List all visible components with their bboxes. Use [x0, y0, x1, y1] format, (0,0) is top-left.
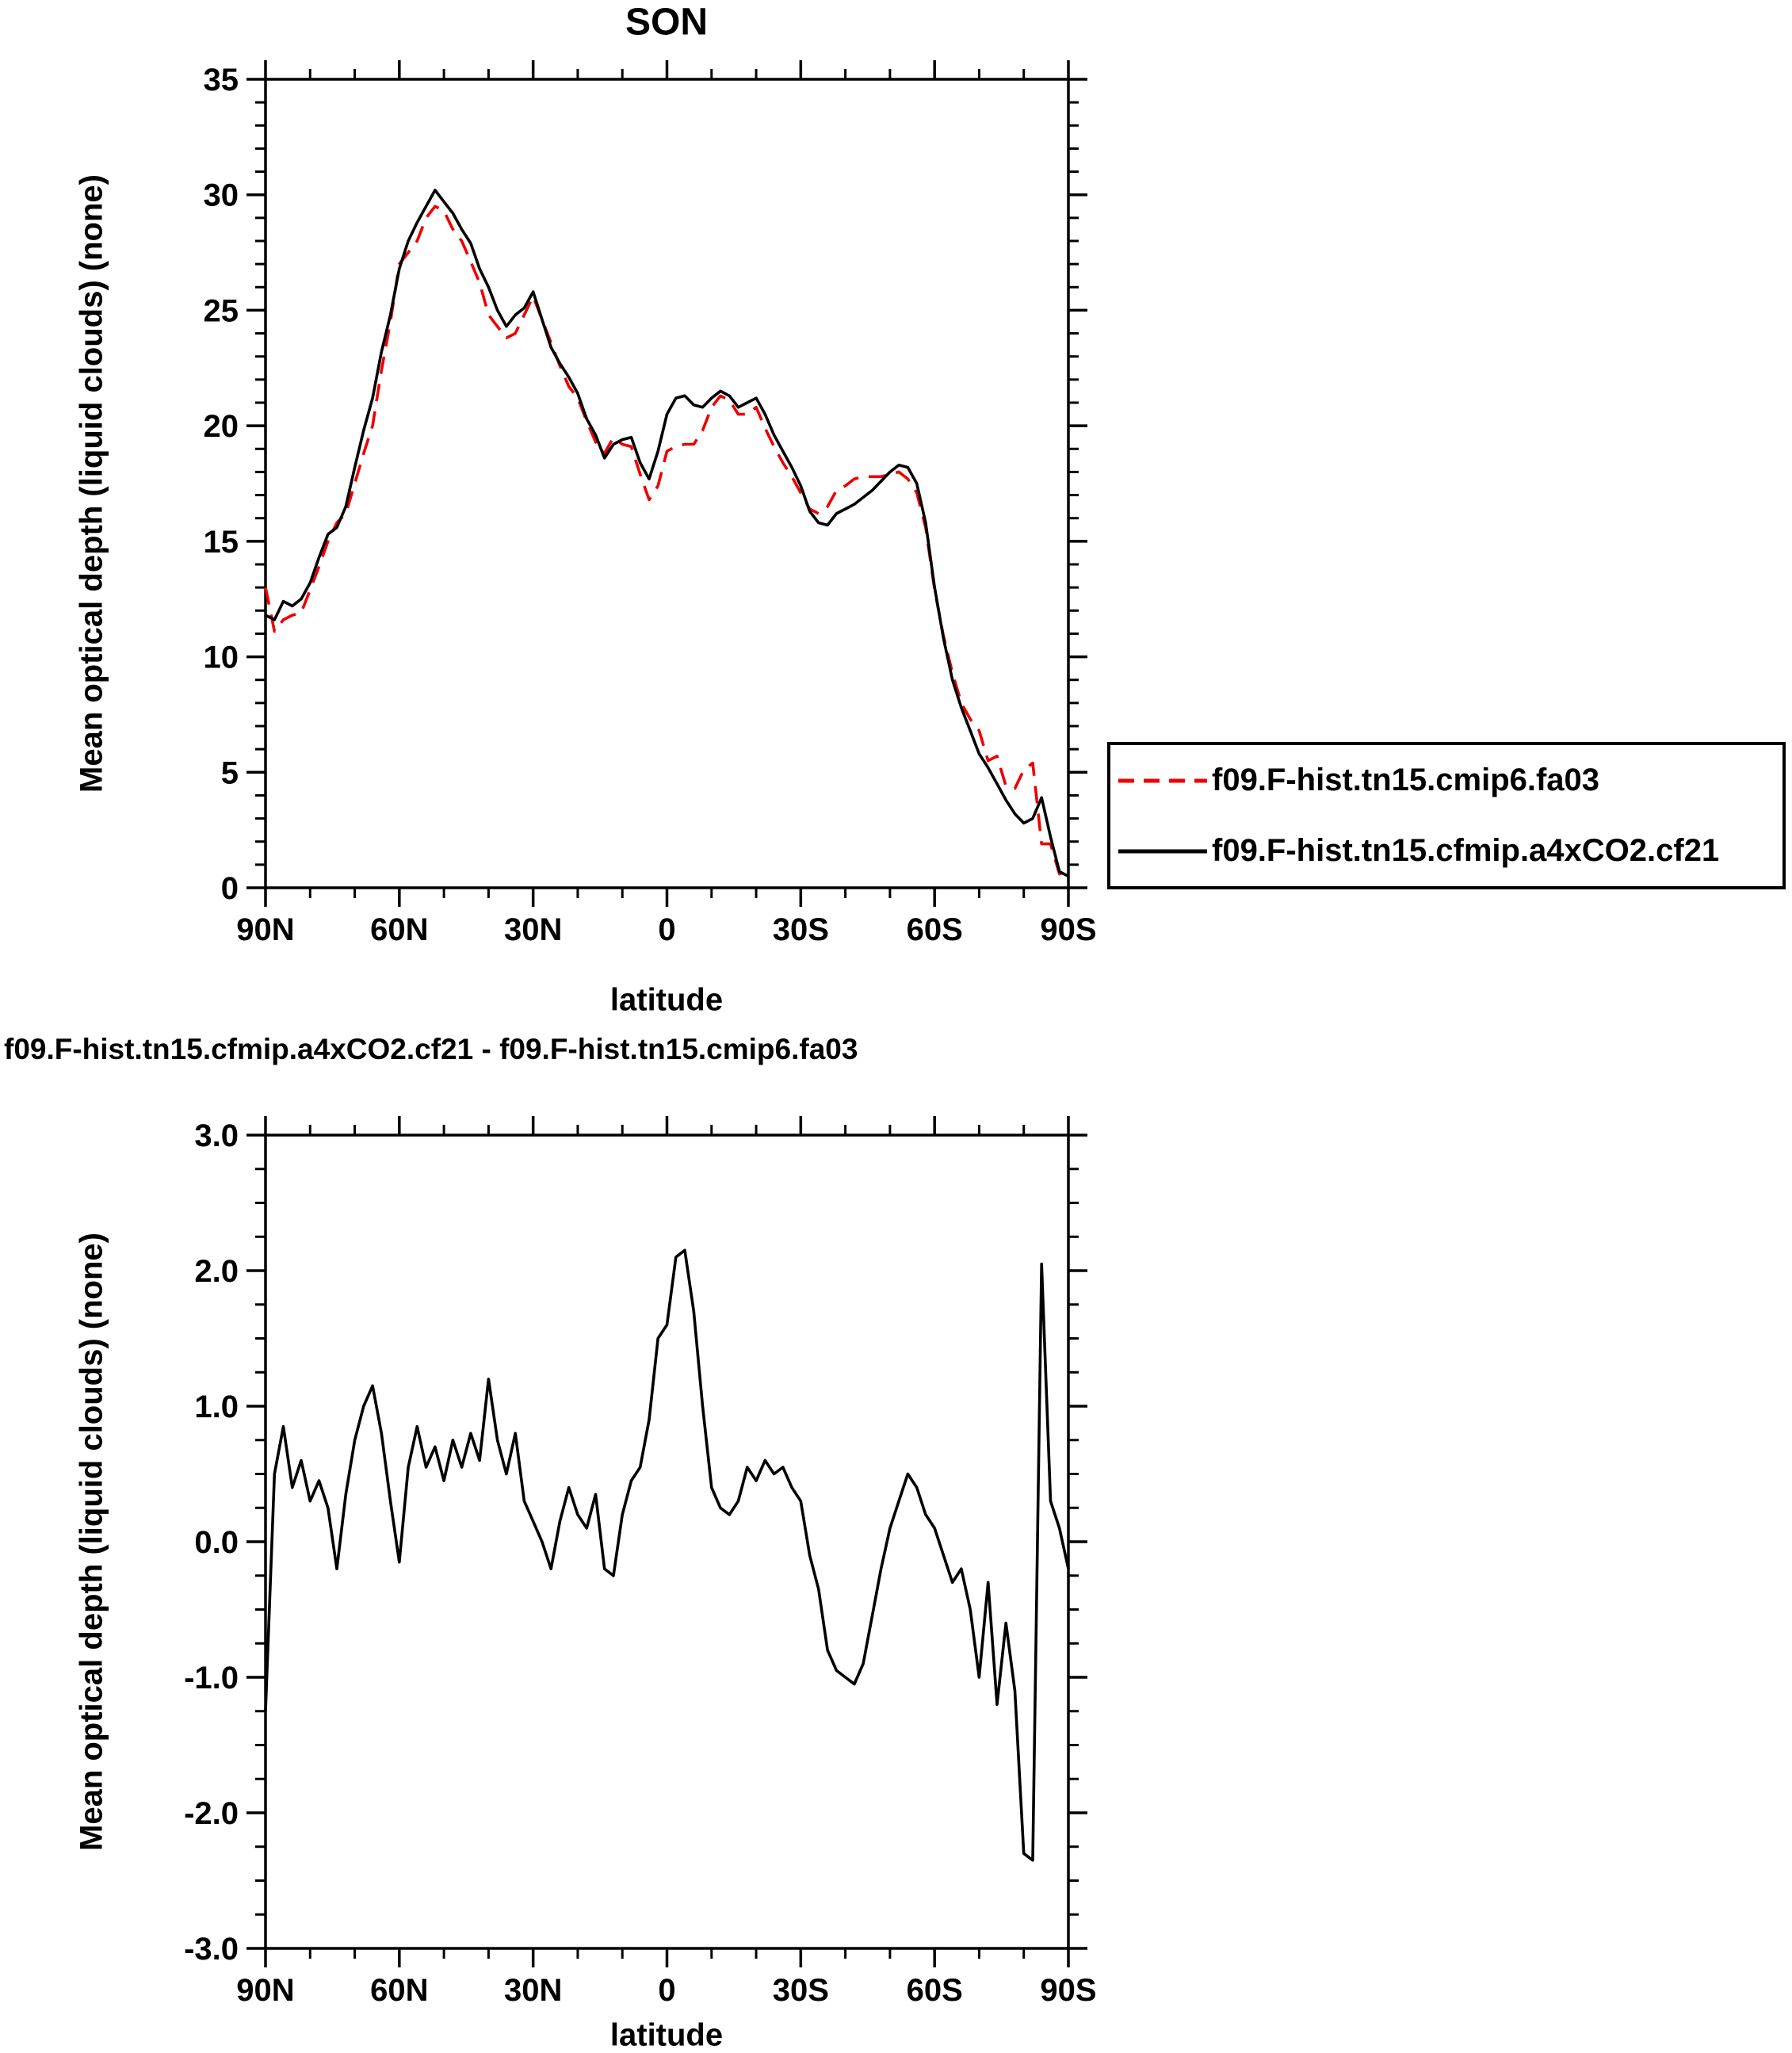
y-tick-label: 5 — [221, 755, 239, 790]
y-tick-label: -3.0 — [184, 1932, 239, 1967]
y-tick-label: 2.0 — [194, 1254, 239, 1289]
legend-label-cmip6: f09.F-hist.tn15.cmip6.fa03 — [1212, 763, 1600, 797]
chart2-series-line-0 — [264, 1248, 1070, 1862]
y-tick-label: -2.0 — [184, 1796, 239, 1831]
legend-item-a4xco2: f09.F-hist.tn15.cfmip.a4xCO2.cf21 — [1118, 833, 1782, 869]
x-tick-label: 30S — [773, 912, 829, 947]
chart2-x-axis-label: latitude — [609, 2017, 724, 2053]
chart1: 90N 60N 30N 0 30S 60S 90S 0 5 10 15 20 25 30 35 — [204, 60, 1097, 947]
x-tick-label: 90S — [1040, 1973, 1096, 2008]
plot-frame — [264, 1134, 1070, 1950]
x-tick-label: 60S — [907, 912, 963, 947]
y-tick-label: 0.0 — [194, 1525, 239, 1560]
x-tick-label: 0 — [658, 1973, 675, 2008]
legend-item-cmip6: f09.F-hist.tn15.cmip6.fa03 — [1118, 763, 1782, 798]
x-tick-label: 30S — [773, 1973, 829, 2008]
y-tick-label: 3.0 — [194, 1118, 239, 1153]
chart2: 90N 60N 30N 0 30S 60S 90S -3.0 -2.0 -1.0 0.0 1.0 2.0… — [184, 1116, 1097, 2008]
chart1-series-line-0 — [264, 205, 1069, 876]
x-tick-label: 30N — [504, 1973, 562, 2008]
chart2-y-axis-label: Mean optical depth (liquid clouds) (none… — [74, 1233, 109, 1851]
x-tick-label: 60S — [907, 1973, 963, 2008]
x-tick-label: 60N — [370, 1973, 428, 2008]
y-tick-label: 35 — [204, 63, 239, 97]
plot-frame — [264, 78, 1070, 889]
x-tick-label: 90N — [236, 1973, 294, 2008]
x-tick-label: 60N — [370, 912, 428, 947]
y-tick-label: 10 — [204, 640, 239, 675]
y-tick-label: 1.0 — [194, 1390, 239, 1424]
x-tick-label: 90S — [1040, 912, 1096, 947]
legend-box: f09.F-hist.tn15.cmip6.fa03 f09.F-hist.tn… — [1107, 742, 1786, 889]
chart1-x-axis-label: latitude — [609, 982, 724, 1018]
legend-line-solid-black — [1118, 849, 1207, 853]
y-tick-label: 25 — [204, 293, 239, 328]
y-tick-label: 20 — [204, 409, 239, 444]
legend-label-a4xco2: f09.F-hist.tn15.cfmip.a4xCO2.cf21 — [1212, 833, 1720, 868]
y-tick-label: 0 — [221, 871, 239, 906]
legend-line-dashed-red — [1118, 778, 1207, 782]
chart1-series-line-1 — [265, 189, 1069, 878]
chart1-title: SON — [625, 1, 709, 44]
chart2-title: f09.F-hist.tn15.cfmip.a4xCO2.cf21 - f09.… — [4, 1033, 858, 1065]
x-tick-label: 90N — [236, 912, 294, 947]
x-tick-label: 30N — [504, 912, 562, 947]
y-tick-label: 30 — [204, 178, 239, 213]
x-tick-label: 0 — [658, 912, 675, 947]
y-tick-label: 15 — [204, 525, 239, 560]
y-tick-label: -1.0 — [184, 1661, 239, 1696]
chart1-y-axis-label: Mean optical depth (liquid clouds) (none… — [74, 174, 109, 793]
